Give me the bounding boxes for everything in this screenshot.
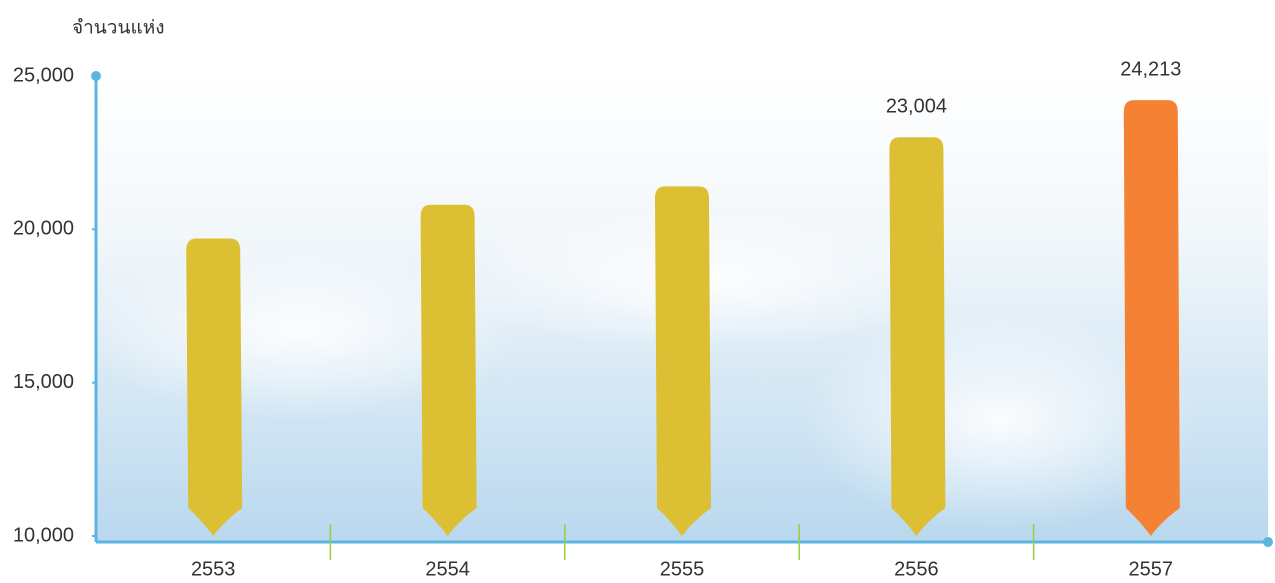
bar: [889, 137, 946, 536]
bar: [655, 186, 711, 536]
x-tick-label: 2553: [191, 558, 236, 580]
y-tick-label: 10,000: [13, 524, 74, 546]
axis-end: [1263, 537, 1273, 547]
y-tick-label: 20,000: [13, 218, 74, 240]
x-tick-label: 2556: [894, 558, 939, 580]
value-label: 24,213: [1120, 58, 1181, 80]
x-tick-label: 2554: [425, 558, 470, 580]
x-tick-label: 2555: [660, 558, 705, 580]
bar: [1123, 100, 1180, 536]
x-tick-label: 2557: [1129, 558, 1174, 580]
bar: [186, 238, 243, 537]
y-tick-label: 15,000: [13, 371, 74, 393]
value-label: 23,004: [886, 95, 947, 117]
bar: [420, 204, 477, 537]
y-tick-label: 25,000: [13, 64, 74, 86]
y-axis-title: จำนวนแห่ง: [72, 17, 165, 39]
